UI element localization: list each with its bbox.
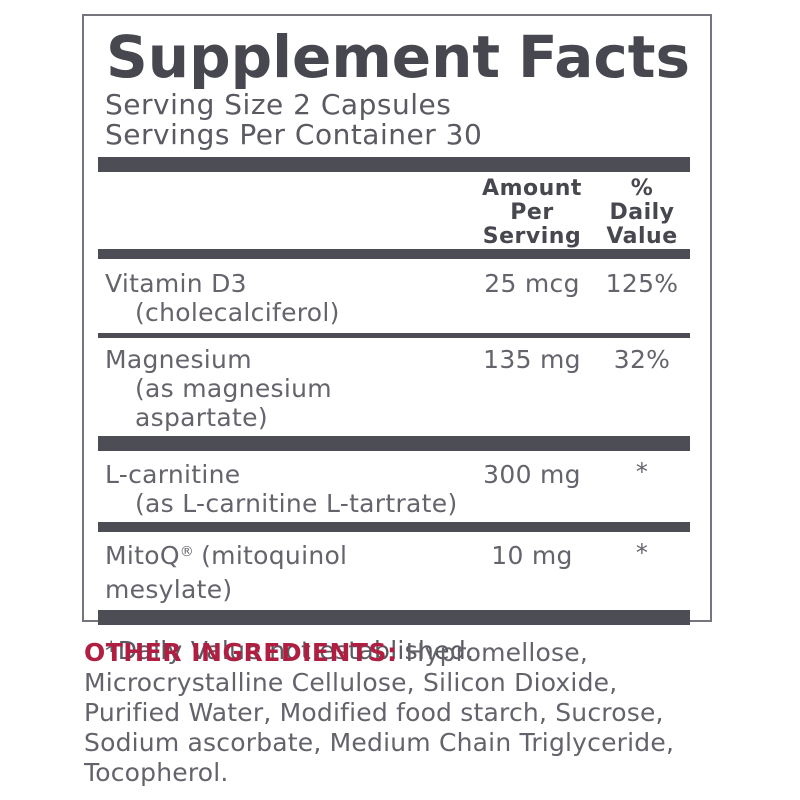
- registered-trademark-symbol: ®: [179, 544, 195, 560]
- panel-title-word-1: Supplement: [106, 23, 501, 91]
- ingredient-cell: MitoQ® (mitoquinol mesylate): [102, 541, 472, 604]
- amount-value: 300 mg: [483, 460, 581, 489]
- servings-per-container-text: Servings Per Container 30: [105, 118, 483, 151]
- amount-value: 10 mg: [491, 541, 573, 570]
- supplement-facts-panel: Supplement Facts Serving Size 2 Capsules…: [82, 14, 712, 665]
- daily-value: *: [592, 458, 692, 490]
- asterisk: *: [635, 539, 649, 567]
- amount-value: 135 mg: [483, 345, 581, 374]
- header-amount-per-serving: Amount Per Serving: [482, 176, 582, 249]
- other-ingredients-text: Hypromellose, Microcrystalline Cellulose…: [84, 638, 675, 787]
- ingredient-name: L-carnitine: [105, 460, 241, 489]
- table-header: Amount Per Serving % Daily Value: [102, 177, 692, 249]
- serving-size-text: Serving Size 2 Capsules: [105, 88, 452, 121]
- ingredient-subname-inline: (mitoquinol mesylate): [105, 541, 348, 604]
- asterisk: *: [635, 458, 649, 486]
- divider-bar-top: [98, 157, 690, 172]
- divider-bar-bottom: [98, 610, 690, 625]
- ingredient-name: MitoQ® (mitoquinol mesylate): [105, 541, 472, 604]
- daily-value: *: [592, 539, 692, 571]
- ingredient-subname: (cholecalciferol): [135, 298, 340, 327]
- panel-title: Supplement Facts: [102, 28, 692, 86]
- ingredient-cell: L-carnitine (as L-carnitine L-tartrate): [102, 460, 472, 518]
- divider-bar-mid: [98, 436, 690, 451]
- ingredient-cell: Vitamin D3 (cholecalciferol): [102, 269, 472, 327]
- daily-value: 32%: [613, 345, 671, 374]
- other-ingredients-paragraph: OTHER INGREDIENTS: Hypromellose, Microcr…: [84, 638, 734, 788]
- ingredient-subname: (as magnesium aspartate): [135, 374, 332, 432]
- serving-info: Serving Size 2 Capsules Servings Per Con…: [102, 90, 692, 150]
- table-row-magnesium: Magnesium (as magnesium aspartate) 135 m…: [102, 345, 692, 432]
- amount-value: 25 mcg: [484, 269, 580, 298]
- panel-title-word-2: Facts: [518, 23, 690, 91]
- header-percent-daily-value: % Daily Value: [606, 176, 678, 249]
- table-row-l-carnitine: L-carnitine (as L-carnitine L-tartrate) …: [102, 458, 692, 518]
- ingredient-name: Magnesium: [105, 345, 252, 374]
- daily-value: 125%: [605, 269, 679, 298]
- ingredient-cell: Magnesium (as magnesium aspartate): [102, 345, 472, 432]
- table-row-mitoq: MitoQ® (mitoquinol mesylate) 10 mg *: [102, 539, 692, 604]
- ingredient-name: Vitamin D3: [105, 269, 247, 298]
- brand-name: MitoQ: [105, 541, 180, 570]
- divider-bar-header: [98, 249, 690, 259]
- divider-bar-mid-2: [98, 522, 690, 532]
- table-row-vitamin-d3: Vitamin D3 (cholecalciferol) 25 mcg 125%: [102, 269, 692, 327]
- daily-value-footnote: *Daily Value not established.: [105, 636, 475, 665]
- other-ingredients-label: OTHER INGREDIENTS:: [84, 638, 398, 667]
- ingredient-subname: (as L-carnitine L-tartrate): [135, 489, 458, 518]
- divider-line-thin: [98, 333, 690, 338]
